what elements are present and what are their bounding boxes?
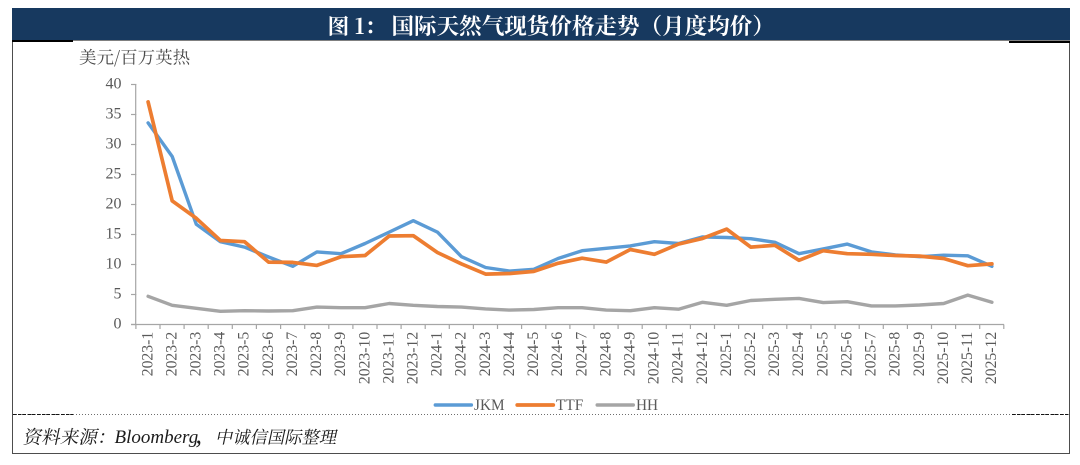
svg-text:2025-9: 2025-9 xyxy=(911,332,928,377)
svg-text:2024-11: 2024-11 xyxy=(670,332,687,384)
svg-text:2024-12: 2024-12 xyxy=(694,332,711,384)
svg-text:2025-10: 2025-10 xyxy=(935,332,952,384)
svg-text:2024-9: 2024-9 xyxy=(622,332,639,377)
svg-text:2024-2: 2024-2 xyxy=(453,332,470,376)
svg-text:25: 25 xyxy=(106,165,122,182)
svg-text:2025-6: 2025-6 xyxy=(839,332,856,377)
svg-text:2024-7: 2024-7 xyxy=(573,332,590,377)
svg-text:2025-1: 2025-1 xyxy=(718,332,735,376)
svg-text:2024-3: 2024-3 xyxy=(477,332,494,377)
svg-text:2025-5: 2025-5 xyxy=(814,332,831,377)
svg-text:2023-9: 2023-9 xyxy=(332,332,349,377)
svg-text:2023-5: 2023-5 xyxy=(236,332,253,377)
svg-text:2023-10: 2023-10 xyxy=(356,332,373,384)
svg-text:2025-4: 2025-4 xyxy=(790,332,807,377)
svg-text:2023-8: 2023-8 xyxy=(308,332,325,377)
svg-text:2023-2: 2023-2 xyxy=(163,332,180,376)
svg-text:2023-1: 2023-1 xyxy=(139,332,156,376)
svg-text:5: 5 xyxy=(114,285,122,302)
svg-text:35: 35 xyxy=(106,105,122,122)
svg-text:2025-2: 2025-2 xyxy=(742,332,759,376)
svg-text:2025-11: 2025-11 xyxy=(959,332,976,384)
svg-text:2024-4: 2024-4 xyxy=(501,332,518,377)
svg-text:40: 40 xyxy=(106,75,122,92)
svg-text:2024-8: 2024-8 xyxy=(597,332,614,377)
svg-text:2025-12: 2025-12 xyxy=(983,332,1000,384)
svg-text:2024-5: 2024-5 xyxy=(525,332,542,377)
svg-text:20: 20 xyxy=(106,195,122,212)
svg-text:15: 15 xyxy=(106,225,122,242)
svg-text:10: 10 xyxy=(106,255,122,272)
svg-text:2023-3: 2023-3 xyxy=(188,332,205,377)
svg-text:JKM: JKM xyxy=(474,397,505,414)
svg-text:2024-10: 2024-10 xyxy=(646,332,663,384)
svg-text:Bloomberg: Bloomberg xyxy=(115,427,199,448)
svg-text:2025-3: 2025-3 xyxy=(766,332,783,377)
svg-text:2023-7: 2023-7 xyxy=(284,332,301,377)
svg-text:2023-11: 2023-11 xyxy=(380,332,397,384)
svg-text:,: , xyxy=(196,420,203,449)
svg-text:2023-4: 2023-4 xyxy=(212,332,229,377)
svg-text:2024-1: 2024-1 xyxy=(429,332,446,376)
svg-text:2025-8: 2025-8 xyxy=(887,332,904,377)
svg-text:2025-7: 2025-7 xyxy=(863,332,880,377)
svg-text:30: 30 xyxy=(106,135,122,152)
svg-text:2023-12: 2023-12 xyxy=(405,332,422,384)
svg-text:2024-6: 2024-6 xyxy=(549,332,566,377)
svg-text:HH: HH xyxy=(636,397,658,414)
svg-text:2023-6: 2023-6 xyxy=(260,332,277,377)
svg-text:TTF: TTF xyxy=(556,397,583,414)
svg-text:0: 0 xyxy=(114,315,122,332)
